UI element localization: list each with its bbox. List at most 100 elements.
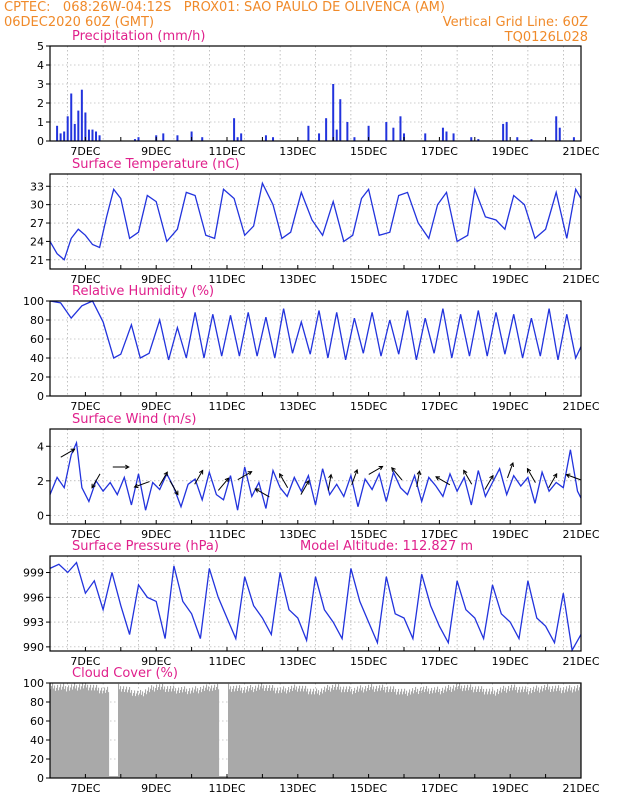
cloud-bar	[139, 693, 141, 778]
cloud-bar	[550, 692, 552, 778]
x-tick-label: 21DEC	[562, 400, 599, 413]
x-tick-label: 19DEC	[492, 400, 529, 413]
cloud-bar	[102, 693, 104, 778]
cloud-bar	[478, 686, 480, 778]
cloud-bar	[433, 690, 435, 778]
precip-bar	[77, 110, 80, 141]
cloud-bar	[158, 687, 160, 778]
precip-bar	[137, 137, 140, 141]
cloud-bar	[522, 686, 524, 778]
cloud-bar	[65, 686, 67, 778]
wind-arrow-head	[509, 461, 515, 467]
cloud-bar	[526, 691, 528, 778]
cloud-bar	[547, 684, 549, 778]
x-tick-label: 19DEC	[492, 528, 529, 541]
cloud-bar	[518, 689, 520, 778]
cloud-bar	[72, 689, 74, 778]
cloud-bar	[327, 684, 329, 778]
cloud-bar	[400, 691, 402, 778]
cloud-bar	[548, 689, 550, 778]
cloud-bar	[326, 688, 328, 778]
cloud-bar	[496, 692, 498, 778]
cloud-bar	[571, 687, 573, 778]
cloud-bar	[122, 688, 124, 778]
cloud-bar	[178, 687, 180, 778]
cloud-bar	[293, 687, 295, 778]
precip-bar	[272, 137, 275, 141]
cloud-bar	[369, 690, 371, 778]
cloud-bar	[367, 688, 369, 778]
cloud-bar	[266, 685, 268, 778]
cloud-bar	[79, 684, 81, 778]
wind-arrow-head	[133, 483, 139, 489]
cloud-bar	[208, 686, 210, 778]
cloud-bar	[273, 690, 275, 778]
precip-bar	[318, 133, 321, 141]
cloud-bar	[127, 692, 129, 778]
y-tick-label: 3	[37, 78, 44, 91]
wind-arrow-head	[553, 472, 558, 478]
cloud-bar	[451, 691, 453, 778]
precip-bar	[399, 116, 402, 141]
cloud-bar	[160, 689, 162, 778]
cloud-bar	[171, 691, 173, 778]
precip-bar	[84, 112, 87, 141]
cloud-bar	[409, 689, 411, 778]
cloud-bar	[282, 689, 284, 778]
cloud-bar	[505, 687, 507, 778]
cloud-bar	[230, 686, 232, 778]
cloud-bar	[447, 688, 449, 778]
cloud-bar	[82, 683, 84, 778]
cloud-bar	[508, 686, 510, 778]
cloud-bar	[364, 689, 366, 778]
cloud-bar	[569, 685, 571, 778]
cloud-bar	[148, 687, 150, 778]
y-tick-label: 999	[23, 567, 44, 580]
cloud-bar	[150, 688, 152, 778]
cloud-bar	[143, 696, 145, 778]
cloud-bar	[344, 692, 346, 778]
cloud-bar	[297, 691, 299, 778]
cloud-bar	[388, 692, 390, 778]
cloud-bar	[402, 694, 404, 778]
wind-arrow-head	[463, 469, 468, 475]
x-tick-label: 15DEC	[350, 400, 387, 413]
cloud-bar	[449, 690, 451, 778]
cloud-bar	[106, 689, 108, 778]
cloud-bar	[464, 685, 466, 778]
x-tick-label: 15DEC	[350, 655, 387, 668]
cloud-bar	[454, 690, 456, 778]
panel-frame	[49, 45, 582, 142]
cloud-bar	[412, 688, 414, 778]
cloud-bar	[510, 687, 512, 778]
cloud-bar	[578, 690, 580, 778]
cloud-bar	[180, 689, 182, 778]
cloud-bar	[531, 693, 533, 778]
cloud-bar	[513, 687, 515, 778]
cloud-bar	[311, 694, 313, 778]
cloud-bar	[349, 686, 351, 778]
cloud-bar	[559, 690, 561, 778]
cloud-bar	[455, 687, 457, 778]
cloud-bar	[238, 688, 240, 778]
y-tick-label: 40	[30, 734, 44, 747]
precip-bar	[133, 139, 136, 141]
cloud-bar	[374, 691, 376, 778]
cloud-bar	[120, 686, 122, 778]
cloud-bar	[324, 686, 326, 778]
cloud-bar	[194, 689, 196, 778]
cloud-bar	[507, 689, 509, 778]
y-tick-label: 4	[37, 440, 44, 453]
cloud-bar	[81, 686, 83, 778]
cloud-bar	[116, 776, 118, 778]
wind-arrow-head	[163, 471, 168, 477]
cloud-bar	[560, 687, 562, 778]
cloud-bar	[161, 686, 163, 778]
cloud-bar	[567, 691, 569, 778]
cloud-bar	[461, 685, 463, 778]
cloud-bar	[193, 692, 195, 778]
precip-bar	[264, 135, 267, 141]
cloud-bar	[555, 685, 557, 778]
cloud-bar	[216, 686, 218, 778]
panel-title: Surface Pressure (hPa)	[72, 539, 219, 554]
